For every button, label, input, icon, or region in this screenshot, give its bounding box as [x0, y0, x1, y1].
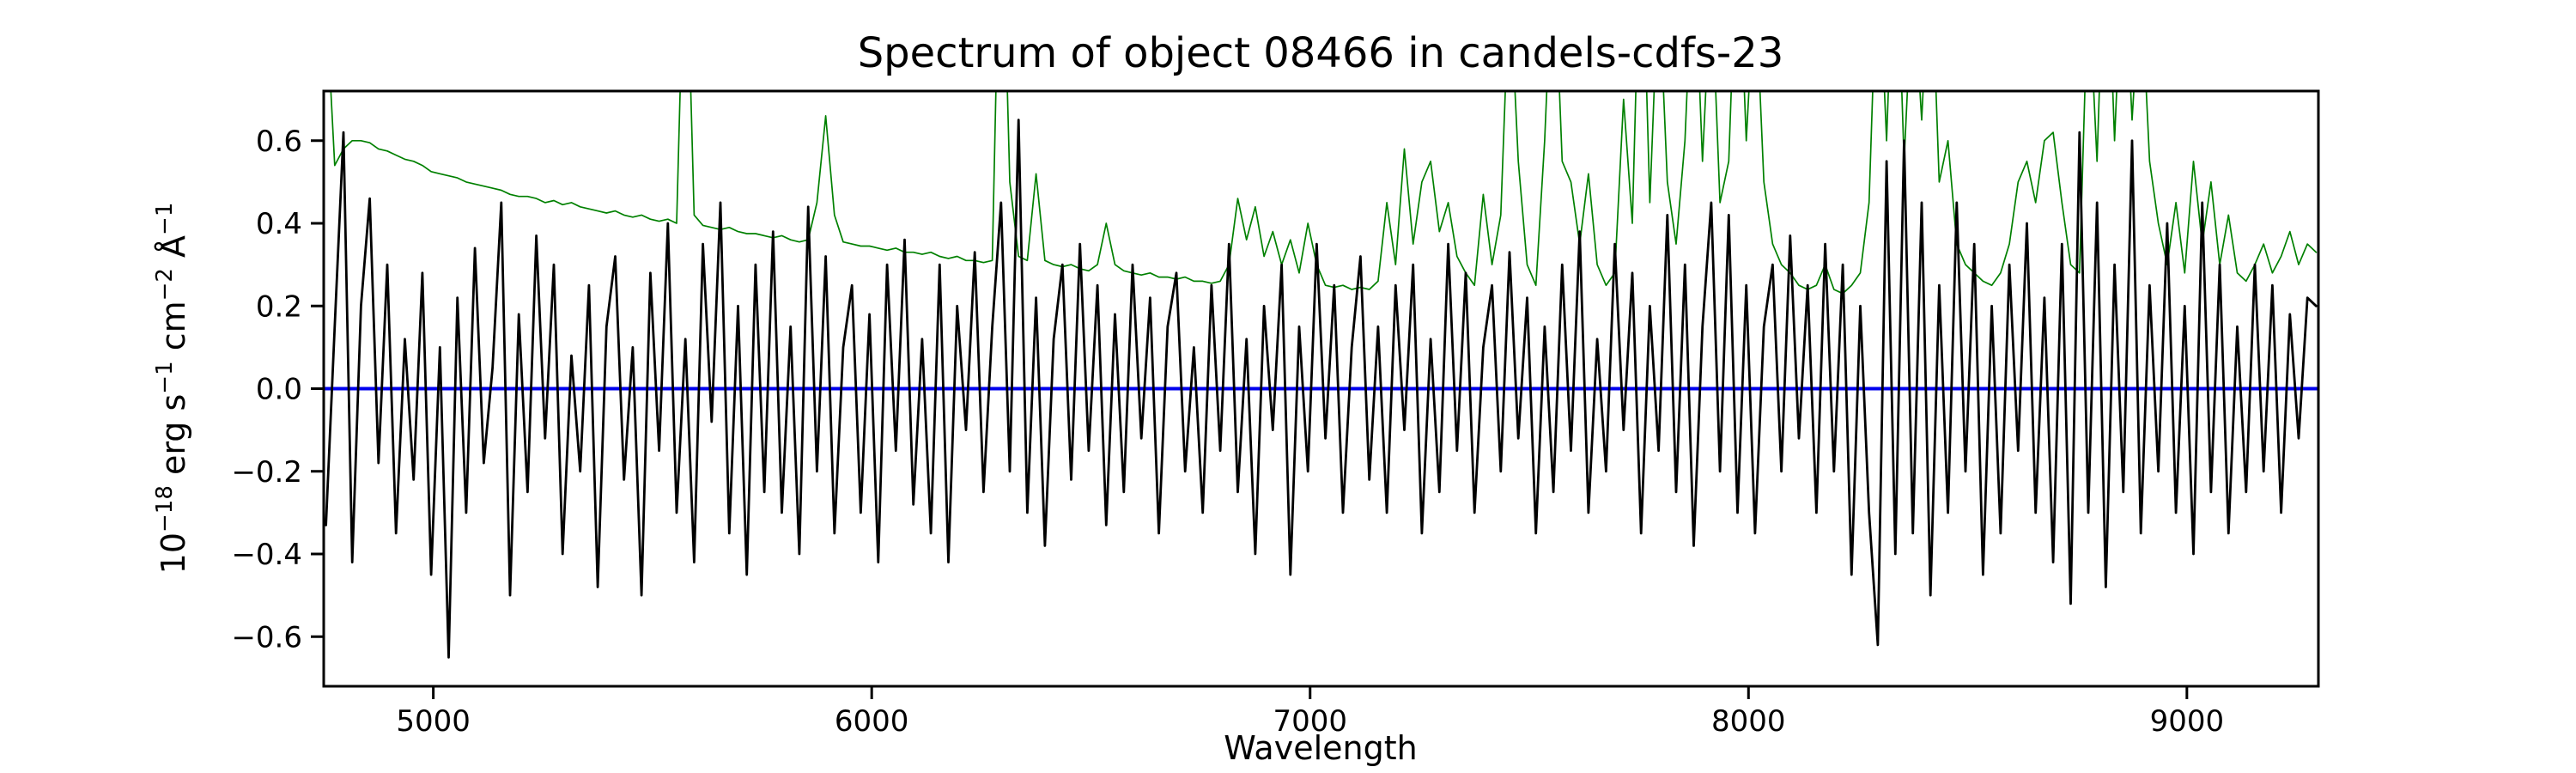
x-tick-label: 5000: [396, 704, 471, 739]
y-tick-label: −0.2: [231, 455, 302, 490]
x-tick-label: 9000: [2150, 704, 2225, 739]
x-tick-label: 6000: [835, 704, 909, 739]
y-tick-label: −0.6: [231, 620, 302, 654]
noise-sky-spectrum: [330, 91, 2318, 295]
y-tick-label: 0.2: [256, 289, 302, 324]
x-tick-label: 8000: [1711, 704, 1786, 739]
y-tick-label: 0.4: [256, 207, 302, 241]
y-axis-label: 10−18 erg s−1 cm−2 Å−1: [152, 203, 192, 575]
x-tick-label: 7000: [1273, 704, 1347, 739]
y-tick-label: 0.0: [256, 373, 302, 407]
y-tick-label: −0.4: [231, 538, 302, 572]
x-axis-label: Wavelength: [1224, 729, 1417, 767]
object-flux-spectrum: [325, 119, 2318, 659]
chart-title: Spectrum of object 08466 in candels-cdfs…: [858, 29, 1784, 77]
axes-ticks: 5000 6000 7000 8000 9000 −0.6 −0.4 −0.2 0.0 0.2 0.…: [231, 125, 2224, 739]
y-tick-label: 0.6: [256, 125, 302, 159]
plot-area: [324, 91, 2318, 659]
